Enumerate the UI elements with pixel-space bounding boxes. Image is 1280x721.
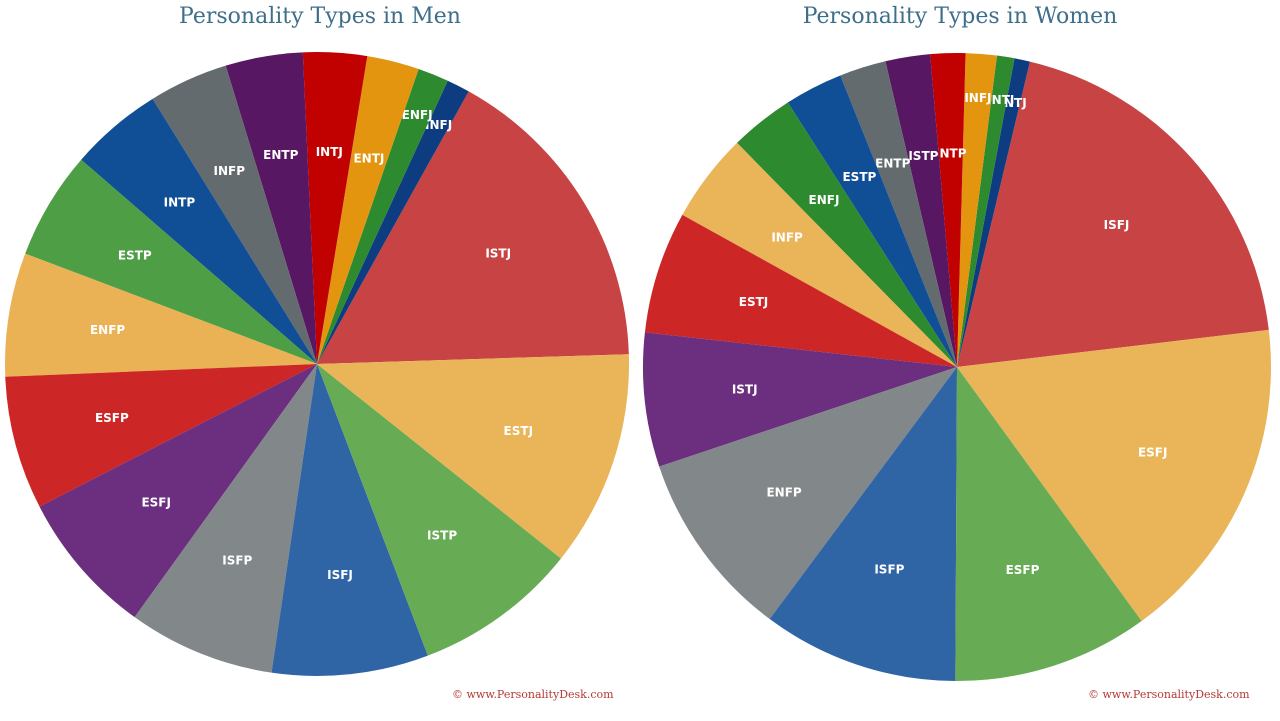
- women-slice-estp: [787, 75, 957, 368]
- women-slice-enfp: [659, 367, 957, 619]
- men-label-istj: ISTJ: [485, 247, 511, 261]
- men-label-estp: ESTP: [118, 248, 152, 262]
- women-label-enfj: ENFJ: [809, 193, 840, 207]
- women-label-entp: ENTP: [875, 156, 910, 170]
- women-label-intp: INTP: [935, 147, 967, 161]
- women-chart: Personality Types in Women ISFJ INTJ ENTJ I…: [640, 0, 1280, 721]
- men-slice-infp: [152, 65, 317, 365]
- men-label-isfp: ISFP: [222, 554, 252, 568]
- men-label-esfj: ESFJ: [141, 495, 171, 509]
- women-label-isfj: ISFJ: [1104, 218, 1130, 232]
- men-label-infj: INFJ: [425, 118, 452, 132]
- women-chart-credit: © www.PersonalityDesk.com: [1088, 688, 1250, 701]
- women-slice-esfp: [955, 367, 1142, 682]
- men-label-enfp: ENFP: [90, 323, 125, 337]
- women-slice-entj: [957, 55, 1015, 368]
- women-slice-estj: [644, 214, 957, 367]
- women-label-estp: ESTP: [842, 170, 876, 184]
- men-slice-entj: [317, 56, 419, 364]
- men-slice-intp: [81, 98, 318, 364]
- men-slice-estj: [317, 354, 630, 559]
- women-label-istj: ISTJ: [732, 383, 758, 397]
- men-label-isfj: ISFJ: [327, 568, 353, 582]
- men-slice-isfj: [271, 364, 428, 677]
- women-slice-istj: [642, 332, 957, 467]
- men-slice-isfp: [134, 364, 317, 673]
- women-label-esfj: ESFJ: [1138, 445, 1168, 459]
- men-label-istp: ISTP: [427, 528, 457, 542]
- men-slice-istp: [317, 364, 561, 656]
- men-slice-istj: [317, 91, 629, 364]
- women-slice-isfj: [957, 61, 1269, 368]
- women-label-infj: INFJ: [964, 91, 991, 105]
- women-label-esfp: ESFP: [1006, 563, 1040, 577]
- women-label-enfp: ENFP: [766, 485, 801, 499]
- men-slice-intj: [302, 51, 368, 365]
- women-slice-esfj: [957, 329, 1271, 621]
- women-chart-title: Personality Types in Women: [802, 4, 1118, 29]
- men-slice-esfj: [39, 364, 318, 618]
- women-label-infp: INFP: [771, 231, 803, 245]
- men-slice-enfj: [317, 69, 448, 365]
- men-slice-infj: [317, 80, 469, 364]
- men-label-enfj: ENFJ: [402, 108, 433, 122]
- men-slice-entp: [225, 52, 317, 364]
- women-slice-intp: [930, 53, 966, 367]
- women-slice-enfj: [737, 102, 957, 367]
- women-slice-entp: [840, 61, 957, 367]
- women-label-estj: ESTJ: [739, 295, 769, 309]
- men-label-intj: INTJ: [316, 145, 343, 159]
- men-slice-enfp: [4, 253, 317, 377]
- women-slice-infj: [957, 53, 997, 368]
- women-pie: ISFJINTJENTJINFJINTPISTPENTPESTPENFJINFP…: [642, 53, 1271, 682]
- women-slice-isfp: [769, 367, 957, 681]
- men-label-intp: INTP: [164, 196, 196, 210]
- men-label-esfp: ESFP: [95, 411, 129, 425]
- men-label-entj: ENTJ: [353, 151, 384, 165]
- women-slice-intj: [957, 58, 1030, 368]
- men-chart-title: Personality Types in Men: [179, 4, 461, 29]
- men-chart-credit: © www.PersonalityDesk.com: [452, 688, 614, 701]
- men-chart: Personality Types in Men ISTJ INFJ ENFJ ENT…: [4, 4, 630, 701]
- men-slice-estp: [25, 159, 318, 364]
- men-label-estj: ESTJ: [504, 424, 534, 438]
- women-label-isfp: ISFP: [874, 563, 904, 577]
- women-label-istp: ISTP: [908, 149, 938, 163]
- men-slice-esfp: [5, 364, 317, 507]
- men-label-entp: ENTP: [263, 148, 298, 162]
- men-label-infp: INFP: [214, 164, 246, 178]
- women-slice-istp: [885, 54, 957, 368]
- women-slice-infp: [682, 142, 957, 367]
